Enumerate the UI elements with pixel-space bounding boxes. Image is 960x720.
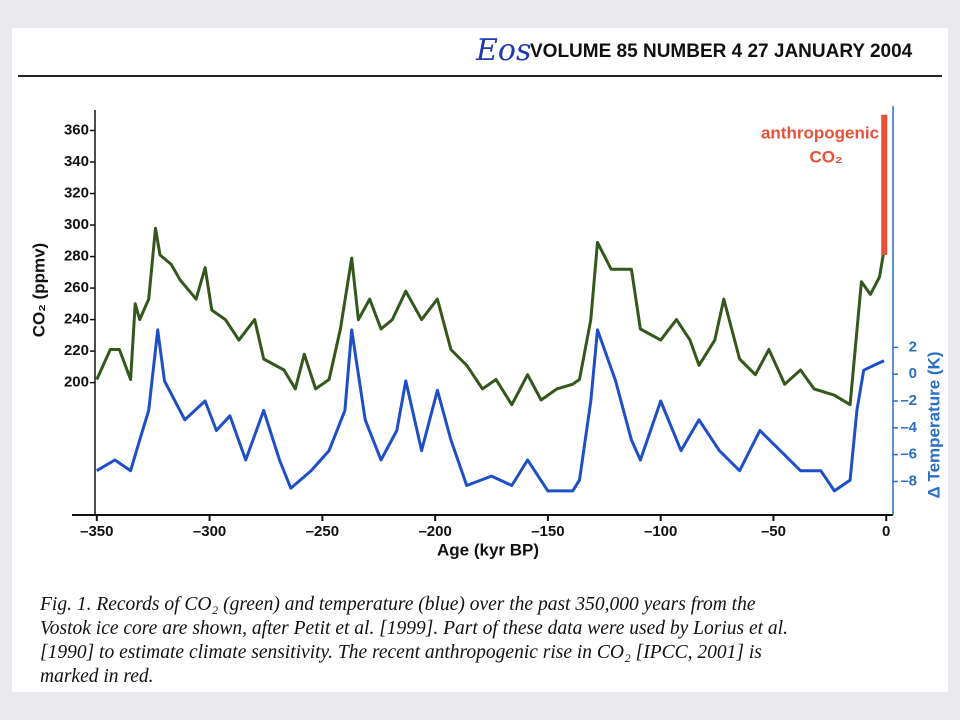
y-tick-label: 280 [64, 248, 89, 265]
y-tick-label: 200 [64, 374, 89, 391]
y2-tick-label: 2 [909, 338, 917, 355]
x-tick-label: 0 [882, 523, 890, 540]
x-tick-label: –50 [761, 523, 786, 540]
x-axis-label: Age (kyr BP) [437, 540, 539, 559]
y2-tick-label: –2 [900, 392, 917, 409]
x-tick-label: –300 [193, 523, 226, 540]
y-tick-label: 260 [64, 279, 89, 296]
annotation: CO₂ [809, 147, 842, 166]
x-tick-label: –100 [644, 523, 677, 540]
caption-line: Fig. 1. Records of CO₂ (green) and tempe… [39, 594, 756, 615]
y-tick-label: 220 [64, 342, 89, 359]
y2-tick-label: –6 [900, 446, 917, 463]
x-tick-label: –200 [418, 523, 451, 540]
x-tick-label: –350 [80, 523, 113, 540]
y2-tick-label: –8 [900, 472, 917, 489]
y-tick-label: 340 [64, 153, 89, 170]
y2-axis-label: Δ Temperature (K) [924, 352, 943, 499]
y-axis-label: CO₂ (ppmv) [29, 243, 48, 337]
x-tick-label: –150 [531, 523, 564, 540]
y2-tick-label: 0 [909, 365, 917, 382]
data-line [95, 226, 886, 407]
y-tick-label: 360 [64, 121, 89, 138]
y-tick-label: 320 [64, 184, 89, 201]
annotation: anthropogenic [761, 123, 879, 142]
y-tick-label: 300 [64, 216, 89, 233]
caption-line: [1990] to estimate climate sensitivity. … [40, 642, 762, 663]
issue-info: VOLUME 85 NUMBER 4 27 JANUARY 2004 [530, 41, 913, 62]
data-line [96, 328, 885, 493]
page-sheet [12, 28, 948, 692]
y-tick-label: 240 [64, 311, 89, 328]
caption-line: marked in red. [40, 666, 154, 687]
journal-name: Eos [475, 33, 531, 68]
y2-tick-label: –4 [900, 419, 917, 436]
caption-line: Vostok ice core are shown, after Petit e… [40, 618, 788, 639]
x-tick-label: –250 [306, 523, 339, 540]
